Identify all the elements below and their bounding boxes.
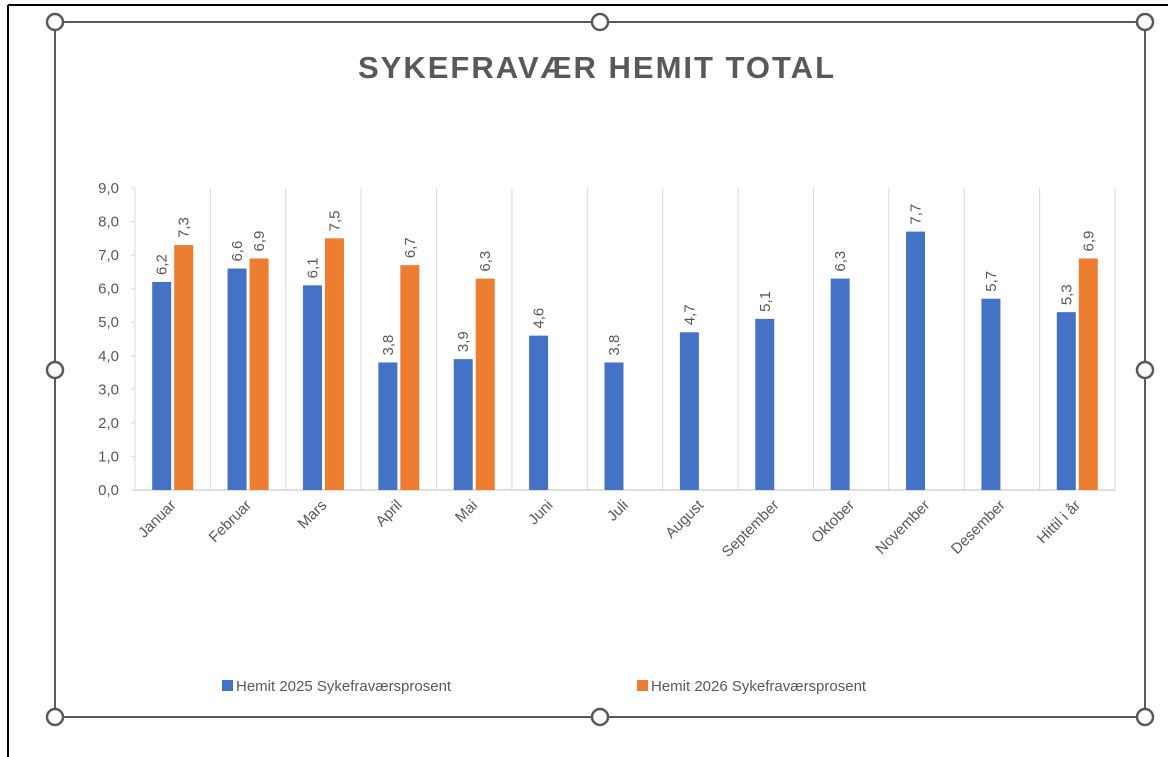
- x-tick-label: August: [662, 496, 708, 542]
- bar: [830, 278, 850, 490]
- data-label: 4,7: [681, 304, 698, 325]
- data-label: 3,8: [380, 335, 397, 356]
- y-tick-label: 5,0: [98, 314, 119, 331]
- handle[interactable]: [45, 707, 65, 727]
- x-tick-label: Juli: [604, 497, 632, 525]
- x-tick-label: Januar: [135, 497, 179, 541]
- bar: [679, 332, 699, 490]
- y-tick-label: 1,0: [98, 448, 119, 465]
- data-label: 4,6: [531, 308, 548, 329]
- legend-swatch: [222, 680, 233, 691]
- data-label: 6,1: [304, 257, 321, 278]
- data-label: 6,9: [1080, 231, 1097, 252]
- data-label: 6,2: [154, 254, 171, 275]
- data-label: 6,3: [477, 251, 494, 272]
- data-label: 6,9: [251, 231, 268, 252]
- data-label: 3,9: [455, 331, 472, 352]
- y-tick-label: 3,0: [98, 381, 119, 398]
- x-tick-label: November: [872, 497, 933, 558]
- legend-swatch: [637, 680, 648, 691]
- chart-title: SYKEFRAVÆR HEMIT TOTAL: [358, 50, 836, 85]
- bar: [604, 362, 624, 490]
- handle[interactable]: [590, 707, 610, 727]
- resize-handles[interactable]: [45, 12, 1155, 727]
- y-tick-label: 6,0: [98, 281, 119, 298]
- handle[interactable]: [45, 360, 65, 380]
- data-label: 6,6: [229, 241, 246, 262]
- x-tick-label: Hittil i år: [1034, 497, 1084, 547]
- data-label: 7,3: [176, 217, 193, 238]
- bar: [1078, 258, 1098, 490]
- bar: [453, 359, 473, 490]
- x-tick-label: Mars: [295, 497, 331, 533]
- handle[interactable]: [1135, 707, 1155, 727]
- handle[interactable]: [45, 12, 65, 32]
- x-tick-label: Mai: [452, 497, 481, 526]
- data-label: 6,3: [832, 251, 849, 272]
- x-tick-label: Februar: [206, 497, 255, 546]
- bar: [400, 265, 420, 490]
- data-label: 5,7: [983, 271, 1000, 292]
- x-tick-label: April: [372, 497, 405, 530]
- legend-label: Hemit 2026 Sykefraværsprosent: [651, 678, 867, 695]
- bar: [302, 285, 322, 490]
- data-label: 6,7: [402, 237, 419, 258]
- x-tick-label: Oktober: [808, 497, 858, 547]
- data-label: 5,1: [757, 291, 774, 312]
- bar: [378, 362, 398, 490]
- y-tick-label: 8,0: [98, 214, 119, 231]
- bar: [981, 298, 1001, 490]
- y-tick-label: 2,0: [98, 415, 119, 432]
- bar: [529, 335, 549, 490]
- bar: [755, 318, 775, 490]
- bar: [906, 231, 926, 490]
- bar: [324, 238, 344, 490]
- x-tick-label: September: [719, 497, 783, 561]
- bar: [249, 258, 269, 490]
- x-tick-label: Desember: [948, 497, 1009, 558]
- bar: [227, 268, 247, 490]
- x-tick-label: Juni: [525, 497, 556, 528]
- bar: [475, 278, 495, 490]
- y-tick-label: 0,0: [98, 482, 119, 499]
- bar: [152, 281, 172, 490]
- legend-label: Hemit 2025 Sykefraværsprosent: [236, 678, 452, 695]
- data-label: 5,3: [1058, 284, 1075, 305]
- handle[interactable]: [1135, 12, 1155, 32]
- y-tick-label: 4,0: [98, 348, 119, 365]
- bar: [174, 245, 194, 490]
- handle[interactable]: [590, 12, 610, 32]
- data-label: 7,5: [326, 210, 343, 231]
- data-label: 3,8: [606, 335, 623, 356]
- y-tick-label: 7,0: [98, 247, 119, 264]
- data-label: 7,7: [908, 204, 925, 225]
- y-tick-label: 9,0: [98, 180, 119, 197]
- handle[interactable]: [1135, 360, 1155, 380]
- bar: [1056, 312, 1076, 490]
